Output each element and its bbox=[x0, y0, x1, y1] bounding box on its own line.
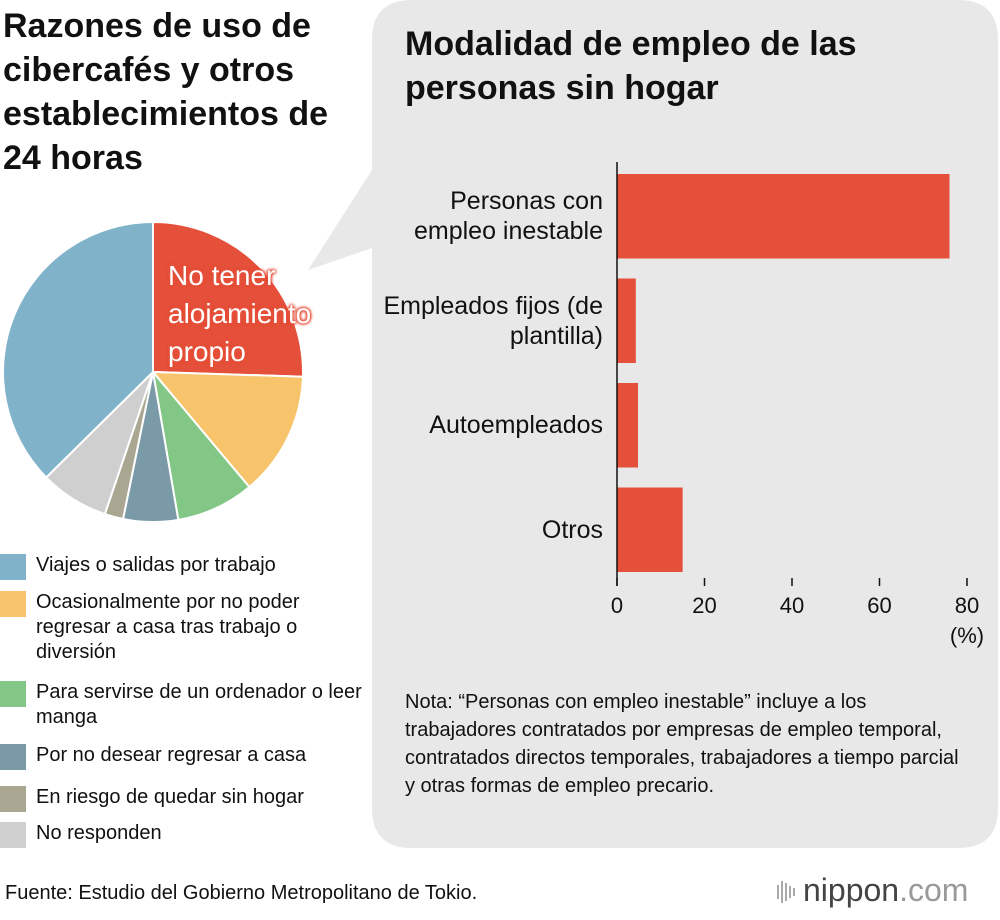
y-tick-label: Personas con empleo inestable bbox=[413, 187, 603, 246]
pie-slice bbox=[150, 370, 304, 489]
bar bbox=[617, 487, 683, 572]
bar bbox=[617, 174, 950, 259]
legend-label: Viajes o salidas por trabajo bbox=[36, 554, 276, 576]
legend-label: Ocasionalmente por no poder regresar a c… bbox=[36, 591, 300, 663]
pie-title: Razones de uso de cibercafés y otros est… bbox=[3, 7, 329, 177]
bar bbox=[617, 278, 636, 363]
x-tick-label: 80 bbox=[955, 593, 979, 618]
y-tick-label: Autoempleados bbox=[429, 411, 603, 440]
y-tick-label: Otros bbox=[541, 515, 603, 544]
legend-swatch bbox=[0, 681, 26, 707]
logo-icon bbox=[777, 881, 795, 903]
legend-swatch bbox=[0, 554, 26, 580]
legend-label: Para servirse de un ordenador o leer man… bbox=[36, 681, 362, 728]
legend-label: No responden bbox=[36, 822, 162, 844]
legend-label: Por no desear regresar a casa bbox=[36, 744, 307, 766]
logo-suffix: .com bbox=[899, 872, 969, 908]
bar-title: Modalidad de empleo de las personas sin … bbox=[405, 25, 857, 107]
logo: nippon.com bbox=[803, 872, 968, 909]
slice-label: No tener alojamiento propio bbox=[168, 260, 312, 367]
note: Nota: “Personas con empleo inestable” in… bbox=[405, 691, 959, 797]
x-tick-label: 60 bbox=[867, 593, 891, 618]
x-tick-label: 40 bbox=[780, 593, 804, 618]
legend-swatch bbox=[0, 786, 26, 812]
pie-slice bbox=[2, 220, 154, 479]
legend-label: En riesgo de quedar sin hogar bbox=[36, 786, 304, 808]
x-tick-label: 0 bbox=[611, 593, 623, 618]
legend-swatch bbox=[0, 591, 26, 617]
legend-swatch bbox=[0, 822, 26, 848]
source: Fuente: Estudio del Gobierno Metropolita… bbox=[5, 882, 478, 904]
bar bbox=[617, 383, 638, 468]
legend-swatch bbox=[0, 744, 26, 770]
pie-slice bbox=[152, 220, 304, 378]
y-tick-label: Empleados fijos (de plantilla) bbox=[383, 291, 603, 350]
logo-name: nippon bbox=[803, 872, 900, 908]
x-tick-label: 20 bbox=[692, 593, 716, 618]
x-unit: (%) bbox=[950, 623, 984, 648]
